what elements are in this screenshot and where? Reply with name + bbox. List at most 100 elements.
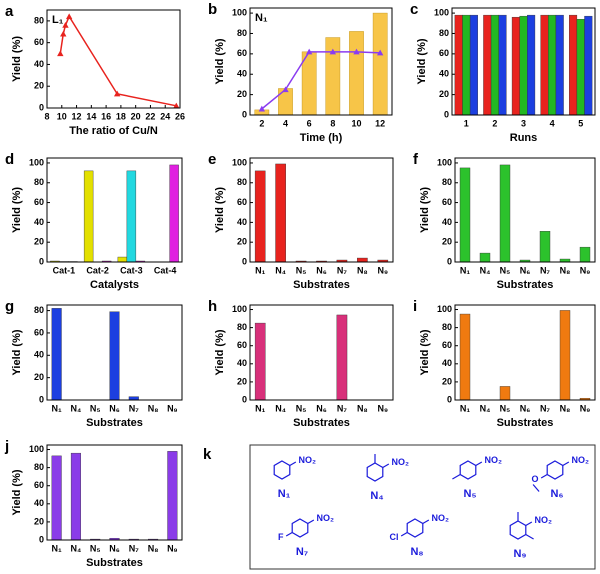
bar <box>519 15 528 116</box>
y-tick-label: 100 <box>29 157 44 167</box>
x-tick-label: N₁ <box>460 403 470 413</box>
bar <box>555 14 564 116</box>
bar <box>559 310 571 401</box>
y-tick-label: 20 <box>237 237 247 247</box>
marker <box>305 48 313 55</box>
x-tick-label: Cat-4 <box>154 265 177 275</box>
y-tick-label: 80 <box>237 28 247 38</box>
x-tick-label: 12 <box>375 118 385 128</box>
substituent-bond <box>382 463 390 469</box>
x-tick-label: 16 <box>101 111 111 121</box>
x-tick-label: N₅ <box>296 265 307 275</box>
x-tick-label: N₇ <box>540 403 550 413</box>
bar <box>357 257 368 263</box>
y-tick-label: 0 <box>444 109 449 119</box>
methyl-bond <box>532 484 540 492</box>
x-tick-label: 3 <box>521 118 526 128</box>
x-tick-label: N₅ <box>90 403 101 413</box>
y-axis-label: Yield (%) <box>11 329 23 375</box>
x-tick-label: N₈ <box>357 265 368 275</box>
x-tick-label: N₆ <box>316 265 327 275</box>
bar <box>349 31 364 116</box>
bar <box>254 322 266 401</box>
bar <box>540 14 549 116</box>
line <box>59 14 177 107</box>
panel-letter: d <box>5 151 14 168</box>
y-tick-label: 20 <box>34 237 44 247</box>
x-tick-label: Cat-1 <box>53 265 76 275</box>
y-tick-label: 40 <box>237 69 247 79</box>
bar <box>576 19 585 116</box>
x-axis-label: Time (h) <box>300 132 343 144</box>
x-tick-label: N₆ <box>109 543 120 553</box>
bar <box>126 170 137 263</box>
y-tick-label: 20 <box>439 89 449 99</box>
substituent: NO₂ <box>391 457 409 467</box>
bar <box>169 164 179 263</box>
plot-frame <box>249 7 393 116</box>
y-tick-label: 0 <box>242 394 247 404</box>
substituent-bond <box>562 461 570 467</box>
substituent-bond <box>475 461 483 467</box>
x-tick-label: N₉ <box>580 265 591 275</box>
bar <box>254 170 266 263</box>
bar <box>490 14 499 116</box>
x-tick-label: 2 <box>259 118 264 128</box>
marker <box>57 50 64 57</box>
y-tick-label: 0 <box>39 534 44 544</box>
y-axis-label: Yield (%) <box>214 187 226 233</box>
plot-frame <box>46 157 183 263</box>
x-tick-label: 1 <box>464 118 469 128</box>
y-tick-label: 20 <box>442 237 452 247</box>
benzene-ring <box>546 460 564 480</box>
x-tick-label: N₁ <box>460 265 470 275</box>
x-tick-label: 14 <box>86 111 96 121</box>
y-tick-label: 100 <box>434 7 449 17</box>
substituent: NO₂ <box>534 515 552 525</box>
structure-name: N₇ <box>296 546 308 558</box>
x-tick-label: N₈ <box>148 403 159 413</box>
x-tick-label: N₆ <box>520 403 531 413</box>
y-tick-label: 60 <box>237 340 247 350</box>
y-tick-label: 80 <box>34 305 44 315</box>
bar <box>579 246 591 263</box>
annotation: L₁ <box>52 14 64 26</box>
x-axis-label: Substrates <box>86 417 143 429</box>
y-tick-label: 40 <box>442 358 452 368</box>
bar <box>499 386 511 401</box>
x-tick-label: N₉ <box>167 403 178 413</box>
y-tick-label: 40 <box>34 217 44 227</box>
x-tick-label: N₅ <box>90 543 101 553</box>
panel-letter: k <box>203 446 212 463</box>
y-axis-label: Yield (%) <box>11 36 23 82</box>
y-tick-label: 60 <box>442 340 452 350</box>
panel-letter: g <box>5 298 14 315</box>
y-tick-label: 100 <box>29 444 44 454</box>
benzene-ring <box>366 462 384 482</box>
y-axis-label: Yield (%) <box>214 329 226 375</box>
marker <box>282 86 289 93</box>
benzene-ring <box>291 518 309 538</box>
x-axis-label: The ratio of Cu/N <box>69 125 158 137</box>
y-tick-label: 40 <box>34 350 44 360</box>
substituent: NO₂ <box>571 455 589 465</box>
bar <box>569 14 578 116</box>
y-tick-label: 0 <box>447 256 452 266</box>
substituent-bond <box>307 519 315 525</box>
x-tick-label: N₇ <box>337 403 347 413</box>
bar <box>539 231 551 263</box>
x-tick-label: N₈ <box>560 265 571 275</box>
marker <box>329 48 337 55</box>
x-axis-label: Substrates <box>293 417 350 429</box>
marker <box>376 49 384 56</box>
x-tick-label: 12 <box>72 111 82 121</box>
x-tick-label: N₉ <box>167 543 178 553</box>
y-tick-label: 60 <box>237 48 247 58</box>
x-axis-label: Substrates <box>86 557 143 569</box>
x-axis-label: Catalysts <box>90 279 139 291</box>
y-tick-label: 20 <box>34 81 44 91</box>
y-tick-label: 0 <box>39 256 44 266</box>
y-tick-label: 20 <box>237 376 247 386</box>
x-tick-label: N₅ <box>500 265 511 275</box>
x-tick-label: 4 <box>283 118 288 128</box>
